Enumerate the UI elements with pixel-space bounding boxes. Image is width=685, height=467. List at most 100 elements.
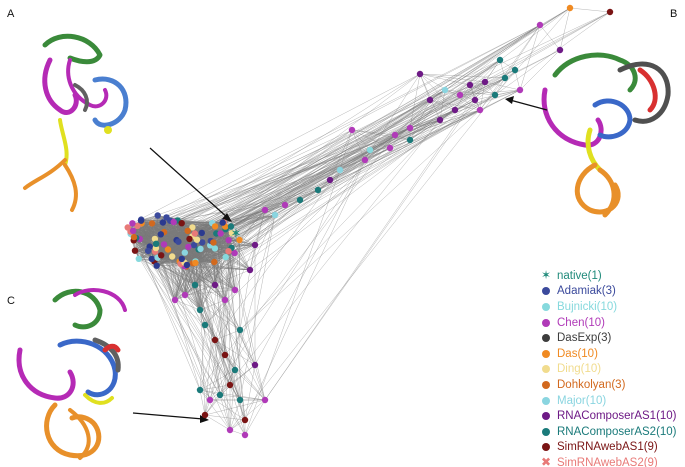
graph-node [158,252,165,259]
graph-node [144,247,152,255]
panel-label-c: C [7,295,15,307]
graph-node [178,220,185,227]
graph-node [231,249,238,257]
graph-node [231,286,239,294]
graph-node [496,56,504,64]
legend-label: Major(10) [557,394,607,407]
graph-node [436,116,444,124]
graph-node [164,246,172,253]
legend-label: native(1) [557,269,602,282]
graph-node [326,176,334,184]
legend-item: RNAComposerAS2(10) [540,424,685,440]
graph-node [217,230,224,237]
graph-node [251,361,259,369]
graph-node [137,217,145,224]
graph-node [198,229,205,237]
arrow-c [132,412,209,423]
graph-node [336,166,344,174]
graph-node [227,223,235,230]
graph-node [153,262,160,269]
legend-label: RNAComposerAS1(10) [557,410,677,423]
graph-node [222,253,229,261]
graph-node [466,81,474,89]
graph-node [516,86,524,94]
graph-node [406,124,414,132]
graph-node [391,131,399,139]
graph-node [191,281,199,289]
graph-node [148,220,156,227]
graph-node [511,66,519,74]
graph-node [154,212,161,219]
graph-node [406,136,414,144]
legend-label: Ding(10) [557,363,602,376]
graph-node [131,247,139,254]
legend-label: Das(10) [557,347,598,360]
graph-node [206,396,214,404]
graph-node [261,396,269,404]
graph-node [228,229,236,237]
graph-node [441,86,449,94]
rna-structure-b [541,52,671,218]
graph-node [211,281,219,289]
panel-label-b: B [670,8,678,20]
graph-node [211,336,219,344]
graph-node [134,222,141,230]
legend-item: RNAComposerAS1(10) [540,408,685,424]
graph-node [566,4,574,12]
graph-node [135,255,142,262]
graph-node [181,291,189,299]
graph-node [183,261,191,269]
graph-node [175,238,182,245]
graph-node [451,106,459,114]
graph-node [169,253,176,260]
graph-node [171,296,179,304]
graph-node [261,206,269,214]
dot-marker-icon [540,426,552,438]
graph-nodes: ✶ [124,4,614,439]
legend-item: DasExp(3) [540,330,685,346]
dot-marker-icon [540,301,552,313]
graph-node [178,255,185,263]
graph-node [148,255,155,263]
graph-node [456,91,464,99]
legend: ✶ native(1) Adamiak(3) Bujnicki(10) Chen(10)… [540,268,685,467]
legend-item: Bujnicki(10) [540,299,685,315]
graph-node [196,386,204,394]
graph-node [225,237,232,244]
legend-item: Dohkolyan(3) [540,377,685,393]
dot-marker-icon [540,285,552,297]
graph-node [606,8,614,16]
legend-label: SimRNAwebAS1(9) [557,441,658,454]
legend-label: Adamiak(3) [557,285,616,298]
graph-node [236,326,244,334]
graph-node [211,258,218,266]
graph-node [556,46,564,54]
graph-node [211,245,219,252]
graph-node [211,223,219,230]
graph-node [481,78,489,86]
legend-label: SimRNAwebAS2(9) [557,456,658,467]
graph-node [241,431,249,439]
graph-node [221,296,229,304]
graph-node [193,236,201,243]
graph-node [199,239,206,246]
dot-marker-icon [540,441,552,453]
graph-node [152,240,160,247]
graph-node [157,231,164,238]
graph-node [491,91,499,99]
graph-node [501,74,509,82]
legend-item: SimRNAwebAS1(9) [540,440,685,456]
edge-lines [127,7,611,436]
graph-node [197,245,204,253]
graph-node [251,241,259,249]
dot-marker-icon [540,410,552,422]
legend-item: ✶ native(1) [540,268,685,284]
graph-node [170,218,177,226]
graph-node [159,219,167,226]
legend-item: Chen(10) [540,315,685,331]
graph-node [201,321,209,329]
dot-marker-icon [540,348,552,360]
graph-node [225,248,232,255]
graph-node [181,249,188,256]
legend-label: Chen(10) [557,316,605,329]
